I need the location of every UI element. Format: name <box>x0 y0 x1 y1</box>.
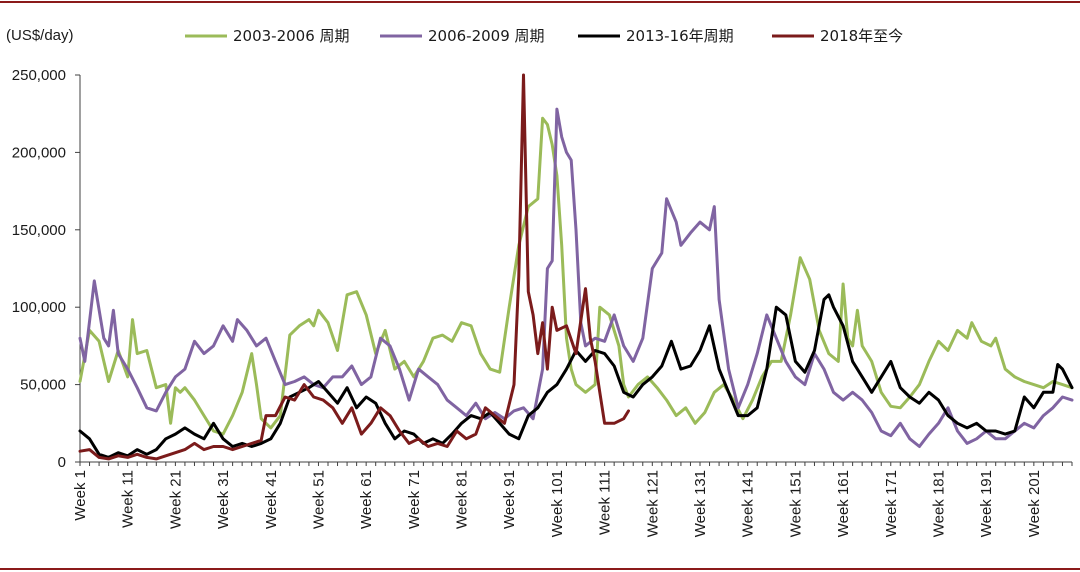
legend-label-1: 2003-2006 周期 <box>233 27 350 45</box>
x-tick-label: Week 121 <box>644 470 661 537</box>
x-tick-label: Week 11 <box>120 470 137 528</box>
x-tick-label: Week 201 <box>1026 470 1043 537</box>
x-tick-label: Week 191 <box>978 470 995 537</box>
legend-label-4: 2018年至今 <box>820 27 903 45</box>
y-axis-unit-label: (US$/day) <box>6 27 74 44</box>
y-tick-label: 50,000 <box>20 377 66 394</box>
y-axis: 0 50,000 100,000 150,000 200,000 250,000 <box>12 67 81 471</box>
x-tick-label: Week 151 <box>787 470 804 537</box>
y-tick-label: 100,000 <box>12 299 66 316</box>
legend-label-2: 2006-2009 周期 <box>428 27 545 45</box>
x-tick-label: Week 141 <box>740 470 757 537</box>
x-axis: Week 1 Week 11 Week 21 Week 31 Week 41 Week 5… <box>72 461 1073 537</box>
x-tick-label: Week 31 <box>215 470 232 529</box>
x-tick-label: Week 1 <box>72 470 89 521</box>
series-line-4 <box>78 73 630 461</box>
x-tick-label: Week 131 <box>692 470 709 537</box>
x-tick-label: Week 41 <box>263 470 280 529</box>
x-tick-label: Week 181 <box>930 470 947 537</box>
series-lines <box>78 73 1074 461</box>
x-tick-label: Week 21 <box>167 470 184 529</box>
legend: 2003-2006 周期 2006-2009 周期 2013-16年周期 2018年至… <box>185 27 903 45</box>
x-tick-label: Week 171 <box>883 470 900 537</box>
y-tick-label: 150,000 <box>12 222 66 239</box>
x-tick-label: Week 111 <box>597 470 614 535</box>
x-tick-label: Week 91 <box>501 470 518 529</box>
y-tick-label: 0 <box>58 454 66 471</box>
x-tick-label: Week 51 <box>310 470 327 529</box>
x-tick-label: Week 61 <box>358 470 375 529</box>
series-line-2 <box>78 107 1074 448</box>
y-tick-label: 200,000 <box>12 144 66 161</box>
x-tick-label: Week 71 <box>406 470 423 529</box>
x-tick-label: Week 161 <box>835 470 852 537</box>
y-tick-label: 250,000 <box>12 67 66 84</box>
legend-label-3: 2013-16年周期 <box>626 27 734 45</box>
x-tick-label: Week 81 <box>454 470 471 529</box>
series-line-1 <box>78 116 1074 436</box>
x-tick-label: Week 101 <box>549 470 566 537</box>
